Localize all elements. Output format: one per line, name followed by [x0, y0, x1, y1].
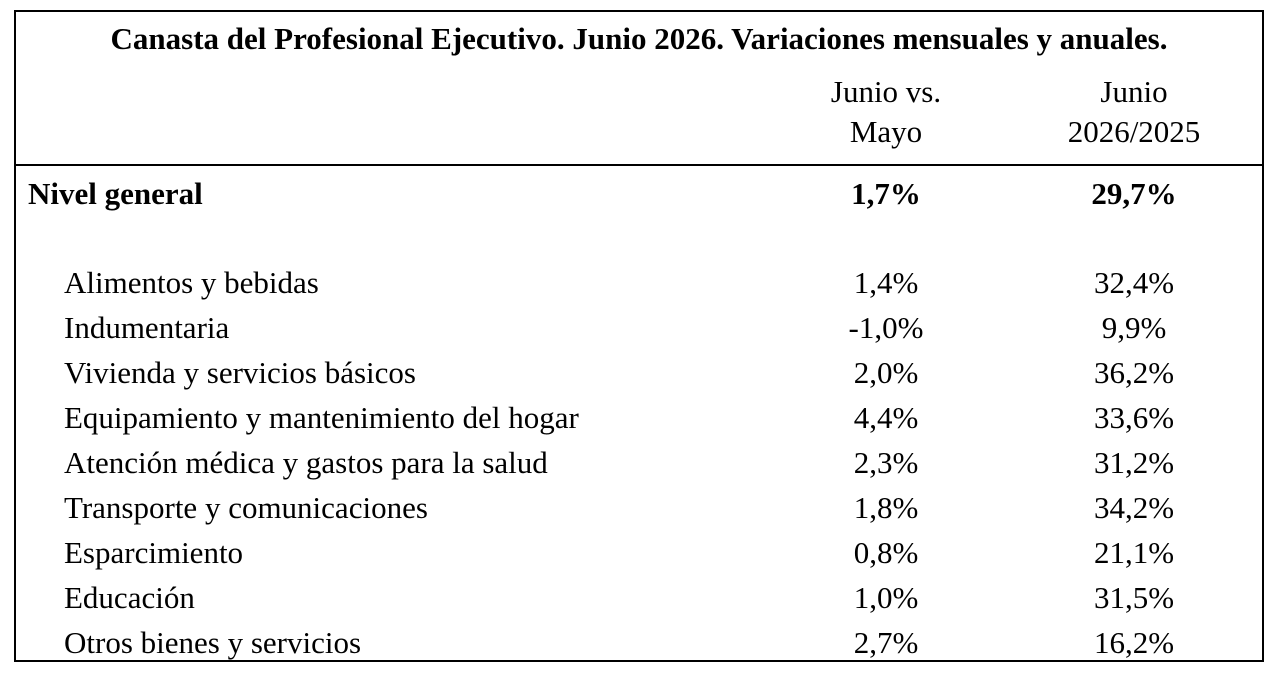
table-title: Canasta del Profesional Ejecutivo. Junio…	[110, 21, 1168, 56]
table-row: Alimentos y bebidas 1,4% 32,4%	[16, 263, 1262, 303]
column-header-annual-line1: Junio	[1100, 74, 1168, 109]
row-label: Atención médica y gastos para la salud	[64, 445, 548, 480]
column-header-monthly: Junio vs. Mayo	[766, 72, 1006, 152]
annual-value: 16,2%	[1093, 625, 1175, 660]
annual-value: 29,7%	[1091, 176, 1177, 211]
annual-value: 36,2%	[1093, 355, 1175, 390]
column-header-annual-line2: 2026/2025	[1067, 114, 1201, 149]
monthly-value: 2,7%	[853, 625, 919, 660]
row-label: Esparcimiento	[64, 535, 244, 570]
row-label: Vivienda y servicios básicos	[64, 355, 416, 390]
row-label: Nivel general	[28, 176, 203, 211]
row-label: Indumentaria	[64, 310, 230, 345]
table-row: Atención médica y gastos para la salud 2,…	[16, 443, 1262, 483]
table-frame: Canasta del Profesional Ejecutivo. Junio…	[14, 10, 1264, 662]
row-label: Educación	[64, 580, 195, 615]
annual-value: 9,9%	[1101, 310, 1167, 345]
monthly-value: 2,3%	[853, 445, 919, 480]
column-header-monthly-line1: Junio vs.	[830, 74, 942, 109]
monthly-value: 1,8%	[853, 490, 919, 525]
column-header-monthly-line2: Mayo	[849, 114, 923, 149]
monthly-value: 4,4%	[853, 400, 919, 435]
table-row: Equipamiento y mantenimiento del hogar 4,…	[16, 398, 1262, 438]
monthly-value: 1,4%	[853, 265, 919, 300]
monthly-value: -1,0%	[848, 310, 924, 345]
annual-value: 32,4%	[1093, 265, 1175, 300]
row-label: Transporte y comunicaciones	[64, 490, 428, 525]
row-label: Otros bienes y servicios	[64, 625, 362, 660]
row-label: Alimentos y bebidas	[64, 265, 319, 300]
monthly-value: 1,7%	[851, 176, 921, 211]
column-header-annual: Junio 2026/2025	[1014, 72, 1254, 152]
header-divider	[16, 164, 1262, 166]
row-label: Equipamiento y mantenimiento del hogar	[64, 400, 579, 435]
table-row: Educación 1,0% 31,5%	[16, 578, 1262, 618]
monthly-value: 2,0%	[853, 355, 919, 390]
table-row: Vivienda y servicios básicos 2,0% 36,2%	[16, 353, 1262, 393]
monthly-value: 1,0%	[853, 580, 919, 615]
annual-value: 31,5%	[1093, 580, 1175, 615]
table-row: Otros bienes y servicios 2,7% 16,2%	[16, 623, 1262, 663]
table-row: Esparcimiento 0,8% 21,1%	[16, 533, 1262, 573]
annual-value: 34,2%	[1093, 490, 1175, 525]
annual-value: 31,2%	[1093, 445, 1175, 480]
annual-value: 33,6%	[1093, 400, 1175, 435]
table-row-general: Nivel general 1,7% 29,7%	[16, 174, 1262, 214]
table-row: Transporte y comunicaciones 1,8% 34,2%	[16, 488, 1262, 528]
monthly-value: 0,8%	[853, 535, 919, 570]
table-row: Indumentaria -1,0% 9,9%	[16, 308, 1262, 348]
annual-value: 21,1%	[1093, 535, 1175, 570]
